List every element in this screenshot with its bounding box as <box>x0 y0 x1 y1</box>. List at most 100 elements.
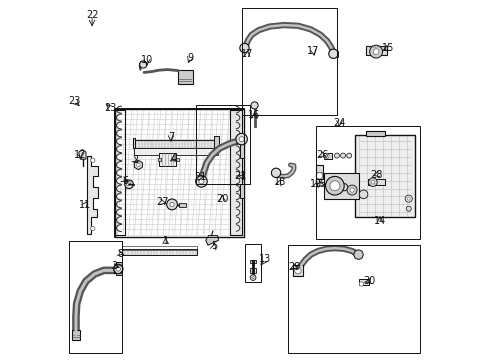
Circle shape <box>124 180 133 189</box>
Bar <box>116 262 122 275</box>
Text: 29: 29 <box>287 262 300 272</box>
Circle shape <box>346 153 351 158</box>
Bar <box>292 265 303 276</box>
Bar <box>178 70 192 84</box>
Text: 6: 6 <box>122 176 128 186</box>
Text: 27: 27 <box>156 197 168 207</box>
Bar <box>134 148 218 155</box>
Text: 23: 23 <box>68 96 81 106</box>
Circle shape <box>353 250 363 259</box>
Polygon shape <box>214 136 218 148</box>
Bar <box>367 179 385 185</box>
Text: 15: 15 <box>381 43 393 53</box>
Circle shape <box>349 188 353 192</box>
Text: 22: 22 <box>86 10 98 20</box>
Bar <box>115 109 244 237</box>
Circle shape <box>323 153 328 159</box>
Text: 19: 19 <box>309 179 322 189</box>
Text: 16: 16 <box>248 111 260 121</box>
Circle shape <box>235 134 247 145</box>
Bar <box>365 46 386 55</box>
Bar <box>113 108 244 237</box>
Text: 30: 30 <box>363 276 375 286</box>
Bar <box>331 51 338 57</box>
Circle shape <box>271 168 280 177</box>
Bar <box>250 268 255 273</box>
Bar <box>240 184 244 198</box>
Bar <box>250 260 255 263</box>
Circle shape <box>372 49 378 54</box>
Bar <box>113 265 121 273</box>
Circle shape <box>166 199 177 210</box>
Text: 5: 5 <box>210 241 217 251</box>
Circle shape <box>340 153 345 158</box>
Text: 24: 24 <box>333 118 345 128</box>
Circle shape <box>169 202 174 207</box>
Bar <box>324 173 359 199</box>
Text: 17: 17 <box>241 49 253 59</box>
Circle shape <box>369 45 382 58</box>
Polygon shape <box>133 138 135 148</box>
Text: 21: 21 <box>194 172 206 182</box>
Circle shape <box>329 181 339 191</box>
Circle shape <box>294 267 301 274</box>
Text: 28: 28 <box>369 170 382 180</box>
Bar <box>158 158 161 161</box>
Polygon shape <box>205 235 218 245</box>
Circle shape <box>334 153 339 158</box>
Polygon shape <box>87 156 98 234</box>
Text: 3: 3 <box>111 261 118 271</box>
Bar <box>72 329 80 339</box>
Circle shape <box>325 176 344 195</box>
Circle shape <box>316 172 322 179</box>
Bar <box>315 165 323 179</box>
Circle shape <box>370 180 374 184</box>
Text: 1: 1 <box>162 236 168 246</box>
Text: 25: 25 <box>314 179 326 189</box>
Circle shape <box>405 195 411 202</box>
Bar <box>122 246 197 250</box>
Circle shape <box>250 275 255 280</box>
Circle shape <box>340 184 347 191</box>
Text: 26: 26 <box>316 150 328 160</box>
Circle shape <box>90 158 95 162</box>
Text: 9: 9 <box>186 53 193 63</box>
Text: 18: 18 <box>273 177 285 187</box>
Circle shape <box>140 61 147 68</box>
Bar <box>122 249 197 255</box>
Bar <box>358 279 368 285</box>
Polygon shape <box>79 149 86 159</box>
Circle shape <box>90 226 95 230</box>
Circle shape <box>406 206 410 211</box>
Text: 17: 17 <box>306 46 319 56</box>
Circle shape <box>346 185 356 195</box>
Text: 4: 4 <box>170 154 176 164</box>
Circle shape <box>113 264 122 274</box>
Bar <box>244 244 261 282</box>
Circle shape <box>328 49 337 58</box>
Text: 13: 13 <box>259 254 271 264</box>
Circle shape <box>359 190 367 199</box>
Bar <box>175 158 178 161</box>
Bar <box>179 203 185 207</box>
Circle shape <box>368 178 376 186</box>
Text: 8: 8 <box>118 248 123 258</box>
Bar <box>196 105 249 184</box>
Circle shape <box>199 179 203 184</box>
Text: 11: 11 <box>79 200 91 210</box>
Bar <box>316 126 419 239</box>
Circle shape <box>251 276 254 279</box>
Bar <box>240 144 244 158</box>
Text: 21: 21 <box>234 171 246 181</box>
Text: 14: 14 <box>373 216 386 226</box>
Circle shape <box>195 176 207 187</box>
Bar <box>287 244 419 353</box>
Bar <box>324 153 331 159</box>
Bar <box>115 110 125 234</box>
Circle shape <box>359 282 363 286</box>
Circle shape <box>407 197 409 200</box>
Bar <box>69 241 122 353</box>
Circle shape <box>239 43 249 53</box>
Circle shape <box>250 102 258 109</box>
Text: 10: 10 <box>141 55 153 65</box>
